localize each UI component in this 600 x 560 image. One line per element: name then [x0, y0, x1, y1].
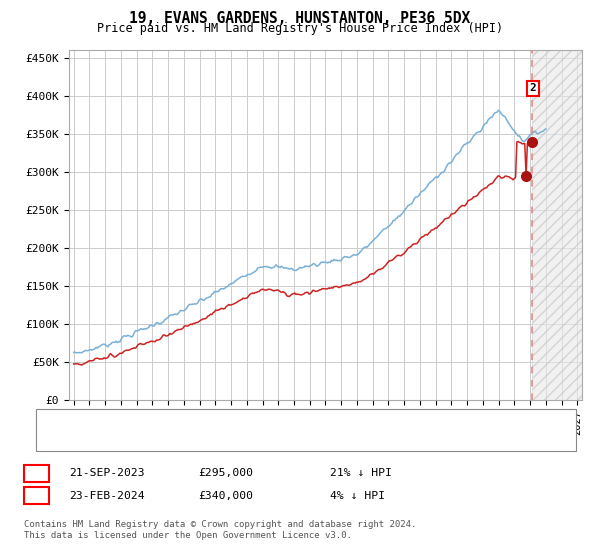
Bar — [532, 50, 593, 400]
Text: 1: 1 — [33, 466, 40, 480]
Text: Price paid vs. HM Land Registry's House Price Index (HPI): Price paid vs. HM Land Registry's House … — [97, 22, 503, 35]
Text: 21-SEP-2023: 21-SEP-2023 — [69, 468, 145, 478]
Text: 2: 2 — [33, 489, 40, 502]
Text: 4% ↓ HPI: 4% ↓ HPI — [330, 491, 385, 501]
Text: 2: 2 — [530, 83, 536, 94]
Text: £295,000: £295,000 — [198, 468, 253, 478]
Text: £340,000: £340,000 — [198, 491, 253, 501]
Text: 23-FEB-2024: 23-FEB-2024 — [69, 491, 145, 501]
Text: HPI: Average price, detached house, King's Lynn and West Norfolk: HPI: Average price, detached house, King… — [93, 433, 477, 443]
Text: 19, EVANS GARDENS, HUNSTANTON, PE36 5DX: 19, EVANS GARDENS, HUNSTANTON, PE36 5DX — [130, 11, 470, 26]
Text: 21% ↓ HPI: 21% ↓ HPI — [330, 468, 392, 478]
Text: Contains HM Land Registry data © Crown copyright and database right 2024.: Contains HM Land Registry data © Crown c… — [24, 520, 416, 529]
Text: This data is licensed under the Open Government Licence v3.0.: This data is licensed under the Open Gov… — [24, 531, 352, 540]
Text: 19, EVANS GARDENS, HUNSTANTON, PE36 5DX (detached house): 19, EVANS GARDENS, HUNSTANTON, PE36 5DX … — [93, 417, 429, 426]
